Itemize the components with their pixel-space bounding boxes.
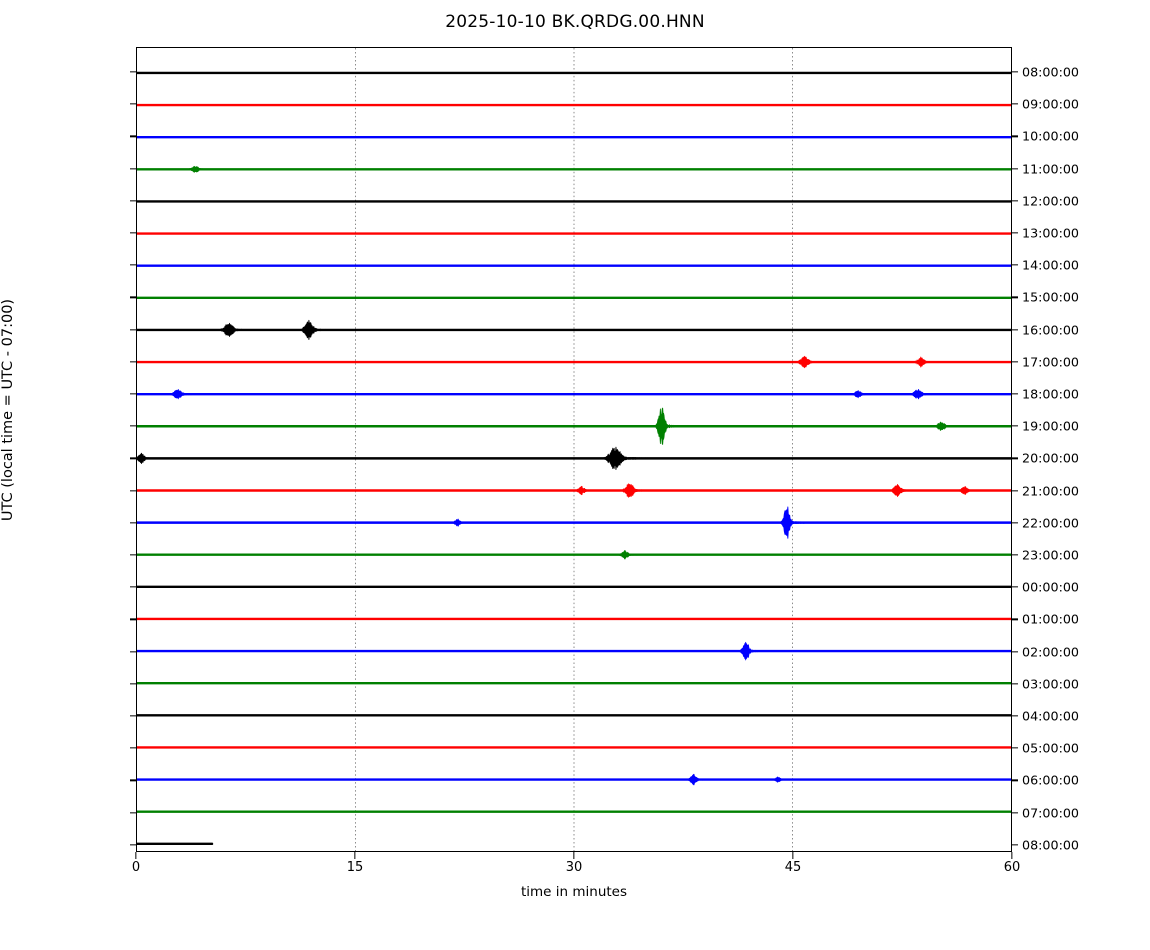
y-tick-label-right-5: 13:00:00: [1022, 225, 1079, 241]
y-tick-mark-right-9: [1011, 361, 1018, 363]
y-tick-label-right-9: 17:00:00: [1022, 354, 1079, 370]
y-tick-mark-left-11: [130, 425, 137, 427]
y-tick-label-right-14: 22:00:00: [1022, 515, 1079, 531]
y-tick-label-right-3: 11:00:00: [1022, 161, 1079, 177]
y-tick-mark-left-13: [130, 489, 137, 492]
y-tick-label-right-18: 02:00:00: [1022, 644, 1079, 660]
y-tick-mark-left-18: [130, 650, 137, 653]
y-tick-mark-right-15: [1011, 554, 1018, 556]
y-tick-mark-right-12: [1011, 457, 1018, 460]
y-tick-mark-right-10: [1011, 393, 1018, 395]
y-tick-mark-left-8: [130, 328, 137, 331]
x-tick-label-3: 45: [784, 860, 802, 875]
y-tick-mark-left-1: [130, 103, 137, 105]
x-tick-label-4: 60: [1003, 860, 1021, 875]
y-tick-label-right-7: 15:00:00: [1022, 289, 1079, 305]
y-tick-mark-right-17: [1011, 618, 1018, 621]
y-tick-label-right-24: 08:00:00: [1022, 837, 1079, 853]
x-tick-mark-2: [573, 852, 575, 859]
y-tick-label-right-17: 01:00:00: [1022, 611, 1079, 627]
x-tick-mark-0: [135, 852, 137, 859]
y-tick-mark-right-6: [1011, 264, 1018, 266]
y-tick-mark-left-14: [130, 522, 137, 524]
x-tick-mark-1: [354, 852, 356, 859]
y-tick-label-right-4: 12:00:00: [1022, 193, 1079, 209]
y-axis-label: UTC (local time = UTC - 07:00): [0, 298, 16, 522]
y-tick-mark-left-9: [130, 361, 137, 363]
y-tick-label-right-22: 06:00:00: [1022, 772, 1079, 788]
y-tick-label-right-15: 23:00:00: [1022, 547, 1079, 563]
y-tick-mark-right-21: [1011, 747, 1018, 749]
y-tick-label-right-11: 19:00:00: [1022, 418, 1079, 434]
x-tick-label-2: 30: [565, 860, 583, 875]
y-tick-mark-left-2: [130, 135, 137, 138]
y-tick-mark-right-24: [1011, 844, 1018, 846]
y-tick-mark-left-6: [130, 264, 137, 266]
y-tick-mark-left-21: [130, 747, 137, 749]
y-tick-label-right-1: 09:00:00: [1022, 96, 1079, 112]
y-tick-mark-right-8: [1011, 328, 1018, 331]
y-tick-mark-left-12: [130, 457, 137, 460]
y-tick-mark-left-7: [130, 296, 137, 299]
plot-area: [136, 47, 1012, 852]
y-tick-mark-left-22: [130, 779, 137, 782]
y-tick-label-right-0: 08:00:00: [1022, 64, 1079, 80]
seismic-traces: [137, 71, 1011, 846]
y-tick-mark-right-23: [1011, 811, 1018, 814]
y-tick-label-right-10: 18:00:00: [1022, 386, 1079, 402]
y-tick-label-right-13: 21:00:00: [1022, 483, 1079, 499]
y-tick-label-right-8: 16:00:00: [1022, 322, 1079, 338]
y-tick-mark-left-19: [130, 683, 137, 685]
y-tick-mark-left-0: [130, 71, 137, 73]
y-tick-mark-right-19: [1011, 683, 1018, 685]
y-tick-mark-right-2: [1011, 135, 1018, 138]
y-tick-mark-right-4: [1011, 200, 1018, 202]
y-tick-mark-left-4: [130, 200, 137, 202]
x-tick-label-1: 15: [346, 860, 364, 875]
y-tick-mark-right-3: [1011, 167, 1018, 170]
y-tick-mark-right-22: [1011, 779, 1018, 782]
x-tick-label-0: 0: [131, 860, 141, 875]
y-tick-mark-right-13: [1011, 489, 1018, 492]
x-axis-label: time in minutes: [520, 884, 628, 900]
y-tick-mark-right-16: [1011, 586, 1018, 588]
y-tick-mark-right-20: [1011, 715, 1018, 717]
y-tick-mark-left-24: [130, 844, 137, 846]
y-tick-mark-left-17: [130, 618, 137, 621]
y-tick-label-right-2: 10:00:00: [1022, 128, 1079, 144]
y-tick-label-right-23: 07:00:00: [1022, 805, 1079, 821]
y-tick-mark-left-3: [130, 167, 137, 170]
y-tick-label-right-21: 05:00:00: [1022, 740, 1079, 756]
y-tick-mark-left-15: [130, 554, 137, 556]
y-tick-mark-right-11: [1011, 425, 1018, 427]
x-tick-mark-4: [1011, 852, 1013, 859]
y-tick-mark-right-7: [1011, 296, 1018, 299]
y-tick-mark-left-10: [130, 393, 137, 395]
y-tick-mark-right-0: [1011, 71, 1018, 73]
y-tick-mark-right-18: [1011, 650, 1018, 653]
y-tick-label-right-19: 03:00:00: [1022, 676, 1079, 692]
y-tick-mark-left-16: [130, 586, 137, 588]
y-tick-mark-left-23: [130, 811, 137, 814]
y-tick-mark-right-5: [1011, 232, 1018, 234]
y-tick-label-right-6: 14:00:00: [1022, 257, 1079, 273]
y-tick-label-right-20: 04:00:00: [1022, 708, 1079, 724]
y-tick-mark-left-5: [130, 232, 137, 234]
y-tick-label-right-12: 20:00:00: [1022, 450, 1079, 466]
y-tick-mark-right-1: [1011, 103, 1018, 105]
y-tick-mark-right-14: [1011, 522, 1018, 524]
y-tick-mark-left-20: [130, 715, 137, 717]
x-tick-mark-3: [792, 852, 794, 859]
page-title: 2025-10-10 BK.QRDG.00.HNN: [445, 12, 705, 32]
y-tick-label-right-16: 00:00:00: [1022, 579, 1079, 595]
